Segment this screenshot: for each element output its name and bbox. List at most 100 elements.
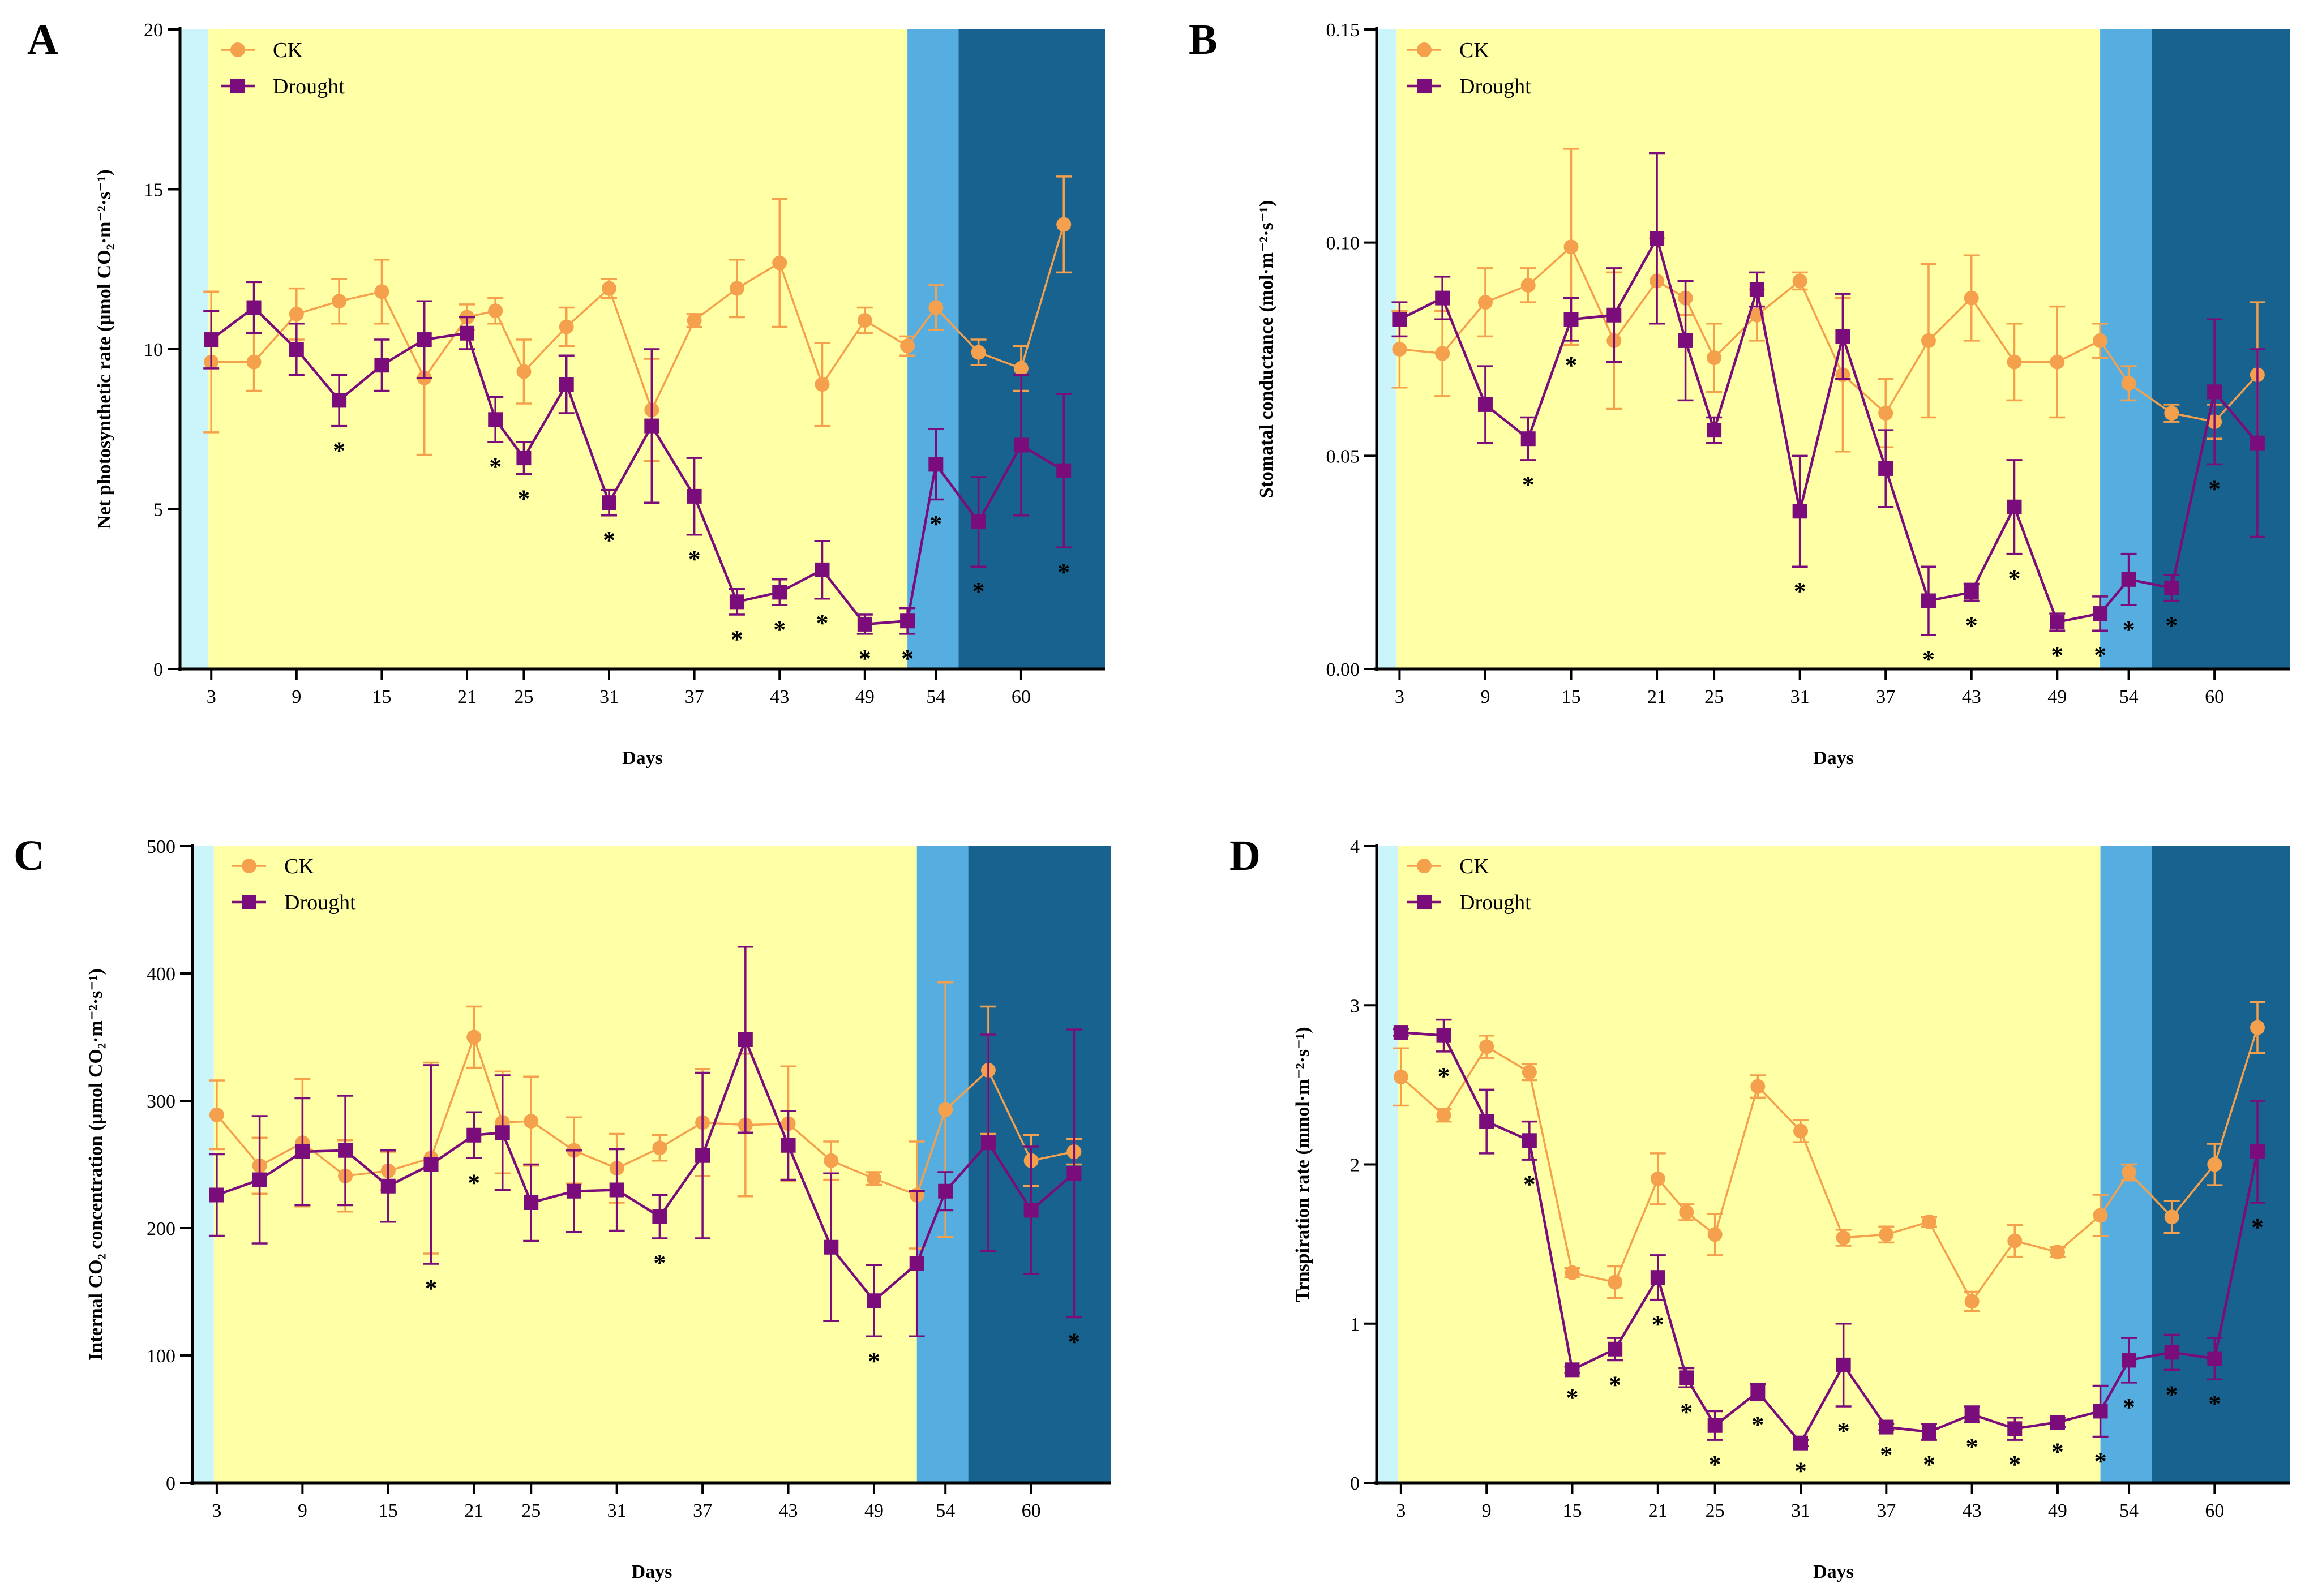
series-line <box>1399 235 2259 624</box>
data-point <box>246 300 262 315</box>
y-tick-label: 10 <box>144 340 163 361</box>
stage-band-4 <box>968 846 1111 1483</box>
data-point <box>1750 1384 1766 1400</box>
data-point <box>1056 463 1072 478</box>
significance-star: * <box>1837 1417 1850 1445</box>
data-point <box>1707 350 1722 366</box>
data-point <box>2007 1421 2023 1436</box>
data-point <box>2207 1351 2222 1366</box>
data-point <box>1023 1203 1039 1218</box>
stage-band-3 <box>916 846 969 1483</box>
legend-label: Drought <box>273 75 345 98</box>
data-point <box>2050 1245 2065 1260</box>
data-point <box>1520 431 1536 447</box>
data-point <box>559 377 574 392</box>
data-point <box>209 1107 224 1122</box>
stage-band-1 <box>180 29 209 669</box>
data-point <box>781 1138 796 1153</box>
data-point <box>602 281 617 296</box>
x-tick-label: 31 <box>599 687 619 707</box>
x-axis-title: Days <box>1813 748 1854 769</box>
x-tick-label: 37 <box>1876 1500 1896 1521</box>
significance-star: * <box>1566 1384 1578 1411</box>
data-point <box>204 332 219 347</box>
data-point <box>928 300 944 315</box>
panel-letter: B <box>1189 16 1218 63</box>
significance-star: * <box>2051 641 2063 669</box>
data-point <box>374 358 389 373</box>
data-point <box>566 1183 581 1199</box>
significance-star: * <box>1794 1457 1807 1485</box>
x-tick-label: 15 <box>372 687 391 707</box>
data-point <box>1792 504 1807 519</box>
data-point <box>2122 1353 2137 1368</box>
data-point <box>1707 423 1722 438</box>
x-tick-label: 31 <box>607 1500 627 1521</box>
data-point <box>1393 1025 1408 1040</box>
x-tick-label: 25 <box>1704 687 1724 707</box>
data-point <box>559 319 574 334</box>
data-point <box>729 594 744 610</box>
series-line <box>211 224 1065 413</box>
x-tick-label: 49 <box>2047 687 2067 707</box>
y-tick-label: 0.10 <box>1326 233 1360 254</box>
data-point <box>1565 1362 1580 1378</box>
significance-star: * <box>929 510 942 538</box>
legend-marker <box>230 79 245 93</box>
data-point <box>857 616 872 632</box>
x-tick-label: 3 <box>212 1500 221 1521</box>
significance-star: * <box>2008 565 2021 593</box>
x-tick-label: 43 <box>779 1500 798 1521</box>
significance-star: * <box>1880 1441 1892 1469</box>
series-line <box>1400 1031 2259 1445</box>
data-point <box>1522 1065 1537 1080</box>
legend-label: Drought <box>1459 75 1531 98</box>
data-point <box>815 377 830 392</box>
data-point <box>866 1171 881 1186</box>
significance-star: * <box>2094 641 2106 669</box>
x-tick-label: 60 <box>2205 687 2224 707</box>
data-point <box>423 1157 439 1172</box>
legend-label: Drought <box>284 891 356 915</box>
data-point <box>289 342 304 357</box>
data-point <box>1477 295 1493 310</box>
x-tick-label: 60 <box>1012 687 1031 707</box>
x-tick-label: 43 <box>1962 687 1981 707</box>
x-tick-label: 21 <box>1647 687 1666 707</box>
legend-label: CK <box>1459 855 1489 878</box>
x-axis-title: Days <box>632 1561 672 1582</box>
data-point <box>928 457 944 472</box>
legend-label: Drought <box>1459 891 1531 915</box>
series-drought <box>208 946 1082 1337</box>
legend: CK Drought <box>232 855 356 915</box>
data-point <box>652 1140 667 1156</box>
y-tick-label: 5 <box>153 500 163 521</box>
x-tick-label: 31 <box>1790 687 1810 707</box>
legend: CK Drought <box>221 38 345 98</box>
data-point <box>2207 1157 2222 1172</box>
legend-label: CK <box>284 855 314 878</box>
significance-star: * <box>688 546 701 573</box>
x-tick-label: 31 <box>1791 1500 1810 1521</box>
data-point <box>900 613 915 629</box>
stage-band-1 <box>192 846 214 1483</box>
series-drought <box>203 281 1072 635</box>
y-tick-label: 300 <box>147 1091 175 1112</box>
significance-star: * <box>2166 1380 2178 1408</box>
data-point <box>1520 278 1536 293</box>
y-tick-label: 0 <box>1350 1473 1360 1494</box>
stage-band-4 <box>2151 29 2290 669</box>
significance-star: * <box>816 610 829 637</box>
significance-star: * <box>1923 1451 1935 1478</box>
data-point <box>1608 1275 1623 1290</box>
data-point <box>857 313 872 328</box>
x-tick-label: 60 <box>2205 1500 2224 1521</box>
data-point <box>1563 239 1579 255</box>
significance-star: * <box>2251 1213 2264 1241</box>
significance-star: * <box>2123 1393 2135 1421</box>
data-point <box>516 451 532 466</box>
data-point <box>1436 1108 1451 1123</box>
x-tick-label: 43 <box>1963 1500 1982 1521</box>
legend-marker <box>1417 79 1432 93</box>
significance-star: * <box>603 526 615 554</box>
